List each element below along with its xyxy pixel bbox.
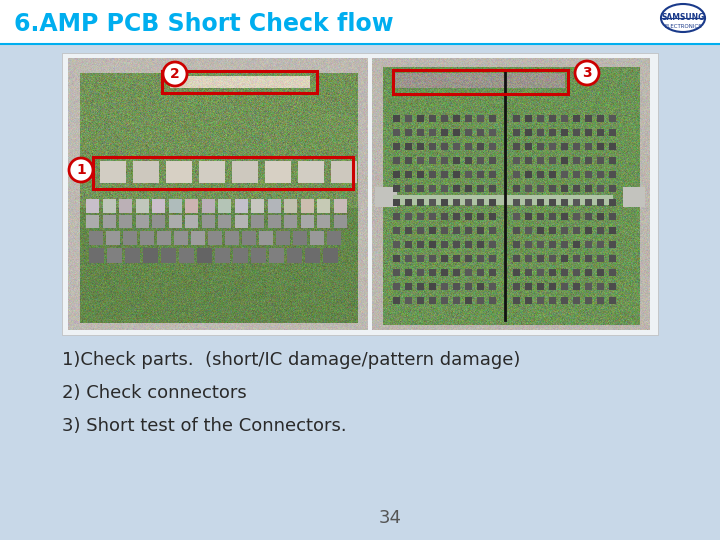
Circle shape [163,62,187,86]
Bar [93,157,353,189]
Text: 2) Check connectors: 2) Check connectors [62,384,247,402]
Text: 3: 3 [582,66,592,80]
Bar [62,53,658,335]
Circle shape [575,61,599,85]
Bar [393,70,568,94]
Text: 3) Short test of the Connectors.: 3) Short test of the Connectors. [62,417,346,435]
Circle shape [69,158,93,182]
Text: 1: 1 [76,163,86,177]
Bar [162,71,317,93]
Text: 2: 2 [170,67,180,81]
Text: 34: 34 [379,509,402,527]
Text: SAMSUNG: SAMSUNG [661,12,705,22]
Bar [0,0,720,44]
Text: ELECTRONICS: ELECTRONICS [664,24,702,30]
Text: 6.AMP PCB Short Check flow: 6.AMP PCB Short Check flow [14,12,394,36]
Text: 1)Check parts.  (short/IC damage/pattern damage): 1)Check parts. (short/IC damage/pattern … [62,351,521,369]
